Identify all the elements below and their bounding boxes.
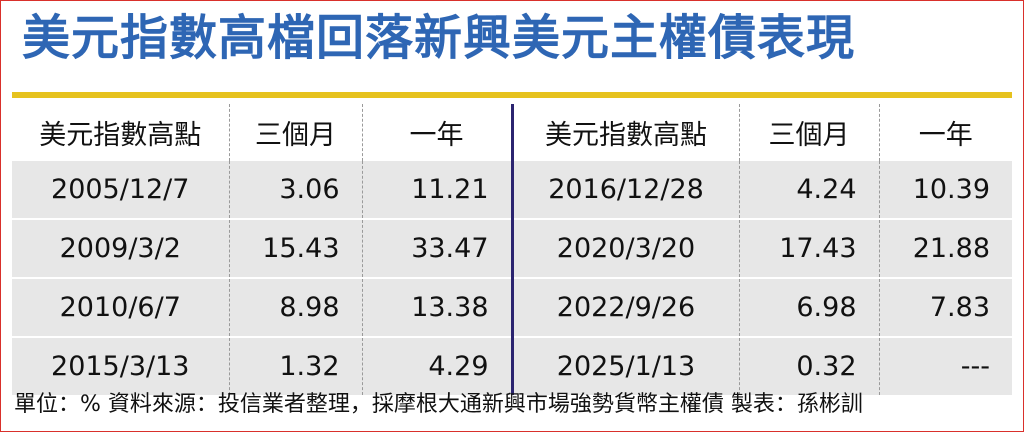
table-row: 2015/3/13 1.32 4.29 2025/1/13 0.32 --- <box>12 337 1012 395</box>
header-left-3m: 三個月 <box>229 104 363 161</box>
header-left-date: 美元指數高點 <box>12 104 230 161</box>
left-3m-cell: 8.98 <box>229 278 363 338</box>
right-3m-cell: 6.98 <box>739 278 880 338</box>
right-3m-cell: 17.43 <box>739 219 880 279</box>
table-row: 2009/3/2 15.43 33.47 2020/3/20 17.43 21.… <box>12 219 1012 279</box>
right-date-cell: 2022/9/26 <box>512 278 740 338</box>
table-row: 2005/12/7 3.06 11.21 2016/12/28 4.24 10.… <box>12 161 1012 220</box>
left-date-cell: 2005/12/7 <box>12 161 230 220</box>
right-date-cell: 2025/1/13 <box>512 337 740 395</box>
left-3m-cell: 1.32 <box>229 337 363 395</box>
right-1y-cell: 10.39 <box>879 161 1012 220</box>
left-1y-cell: 33.47 <box>362 219 514 279</box>
right-3m-cell: 0.32 <box>739 337 880 395</box>
footer-note: 單位：% 資料來源：投信業者整理，採摩根大通新興市場強勢貨幣主權債 製表：孫彬訓 <box>14 392 863 417</box>
right-1y-cell: 7.83 <box>879 278 1012 338</box>
left-1y-cell: 13.38 <box>362 278 514 338</box>
header-right-1y: 一年 <box>879 104 1012 161</box>
table-row: 2010/6/7 8.98 13.38 2022/9/26 6.98 7.83 <box>12 278 1012 338</box>
right-date-cell: 2020/3/20 <box>512 219 740 279</box>
header-right-3m: 三個月 <box>739 104 880 161</box>
header-left-1y: 一年 <box>362 104 514 161</box>
page-title: 美元指數高檔回落新興美元主權債表現 <box>22 10 856 66</box>
left-date-cell: 2015/3/13 <box>12 337 230 395</box>
right-1y-cell: 21.88 <box>879 219 1012 279</box>
header-right-date: 美元指數高點 <box>512 104 740 161</box>
data-table: 美元指數高點 三個月 一年 美元指數高點 三個月 一年 2005/12/7 3.… <box>12 104 1012 395</box>
table-header-row: 美元指數高點 三個月 一年 美元指數高點 三個月 一年 <box>12 104 1012 161</box>
right-1y-cell: --- <box>879 337 1012 395</box>
left-date-cell: 2010/6/7 <box>12 278 230 338</box>
title-underline <box>12 92 1012 98</box>
left-1y-cell: 4.29 <box>362 337 514 395</box>
left-3m-cell: 15.43 <box>229 219 363 279</box>
left-1y-cell: 11.21 <box>362 161 514 220</box>
left-date-cell: 2009/3/2 <box>12 219 230 279</box>
left-3m-cell: 3.06 <box>229 161 363 220</box>
right-date-cell: 2016/12/28 <box>512 161 740 220</box>
right-3m-cell: 4.24 <box>739 161 880 220</box>
